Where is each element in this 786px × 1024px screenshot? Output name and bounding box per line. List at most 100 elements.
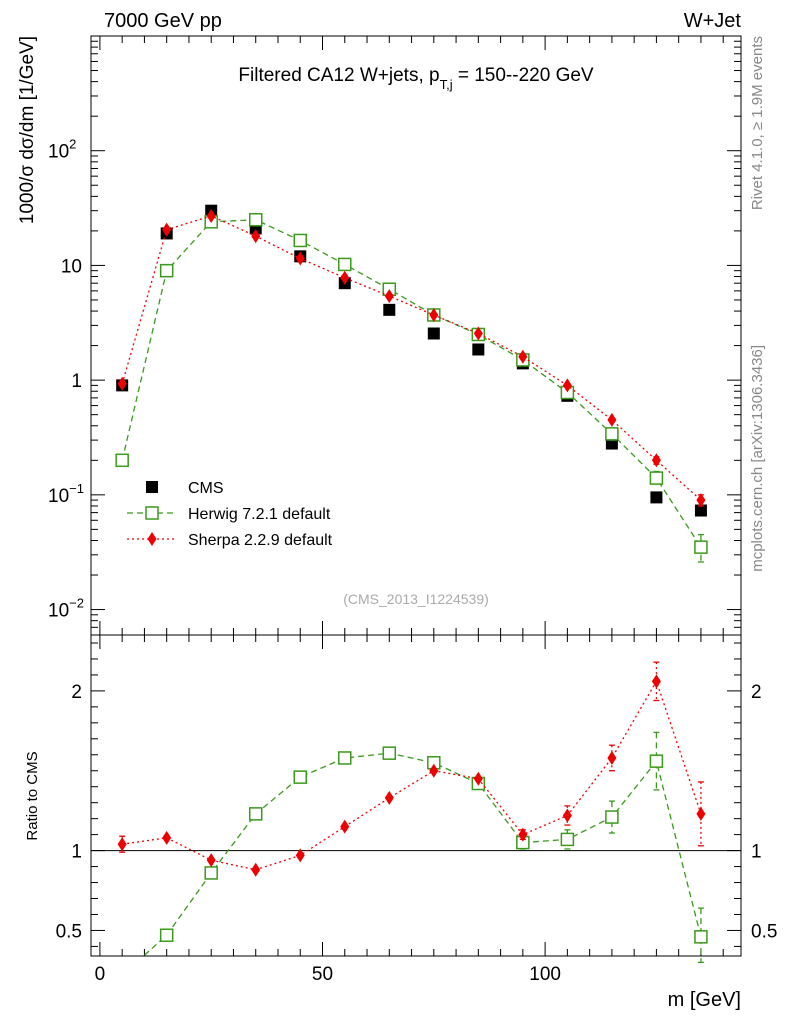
main-herwig-7-2-1-default-point (115, 453, 129, 468)
main-y-tick-label: 10 (61, 256, 82, 277)
ratio-herwig-7-2-1-default-point (560, 832, 575, 847)
ratio-sherpa-2-2-9-default-point (117, 837, 127, 852)
main-herwig-7-2-1-default-point (248, 213, 263, 227)
main-y-tick-label: 10−2 (48, 596, 84, 622)
ratio-y-axis-label: Ratio to CMS (24, 751, 41, 840)
main-cms-point (249, 222, 262, 235)
ratio-herwig-7-2-1-default-point (338, 751, 352, 765)
main-sherpa-2-2-9-default-point (607, 412, 617, 427)
main-cms-point (694, 504, 707, 517)
main-herwig-7-2-1-default-point (649, 471, 664, 485)
rivet-version-label: Rivet 4.1.0, ≥ 1.9M events (749, 36, 766, 210)
main-y-tick-label-exponent: −1 (69, 481, 84, 496)
legend-marker-sherpa-2-2-9-default (147, 532, 157, 546)
mcplots-label: mcplots.cern.ch [arXiv:1306.3436] (749, 345, 766, 572)
ratio-herwig-7-2-1-default-line (142, 752, 702, 956)
ratio-herwig-7-2-1-default-point (204, 866, 218, 880)
ratio-sherpa-2-2-9-default-point (206, 853, 216, 868)
ratio-y-tick-label-right: 1 (751, 842, 762, 863)
main-y-axis-label: 1000/σ dσ/dm [1/GeV] (17, 36, 38, 224)
ratio-y-tick-label: 2 (71, 682, 82, 703)
main-sherpa-2-2-9-default-point (206, 208, 216, 223)
ratio-sherpa-2-2-9-default-point (651, 674, 661, 689)
ratio-sherpa-2-2-9-default-point (429, 763, 439, 778)
ratio-herwig-7-2-1-default-point (159, 928, 174, 942)
ratio-sherpa-2-2-9-default-point (696, 806, 706, 821)
ratio-y-tick-label-right: 2 (751, 682, 762, 703)
main-cms-point (472, 343, 485, 356)
legend-label-cms: CMS (188, 480, 224, 497)
ratio-y-tick-label: 1 (71, 842, 82, 863)
ratio-herwig-7-2-1-default-point (605, 810, 619, 824)
main-series-cms (116, 204, 707, 517)
x-tick-label: 50 (312, 964, 333, 985)
main-sherpa-2-2-9-default-point (384, 289, 394, 304)
ratio-sherpa-2-2-9-default-point (518, 827, 528, 842)
main-cms-point (650, 491, 663, 504)
ratio-sherpa-2-2-9-default-line (122, 679, 702, 871)
ratio-sherpa-2-2-9-default-point (473, 771, 483, 786)
ratio-sherpa-2-2-9-default-point (562, 808, 572, 823)
main-y-tick-label: 10−1 (48, 481, 84, 507)
main-sherpa-2-2-9-default-point (340, 270, 350, 285)
main-sherpa-2-2-9-default-point (429, 307, 439, 322)
x-tick-label: 100 (529, 964, 561, 985)
ratio-sherpa-2-2-9-default-point (251, 862, 261, 877)
main-series-herwig-7-2-1-default (115, 213, 708, 563)
main-sherpa-2-2-9-default-point (518, 349, 528, 364)
main-herwig-7-2-1-default-point (159, 263, 174, 278)
ratio-sherpa-2-2-9-default-point (295, 848, 305, 863)
main-sherpa-2-2-9-default-point (117, 376, 127, 391)
source-watermark: (CMS_2013_I1224539) (343, 591, 489, 607)
main-herwig-7-2-1-default-line (121, 219, 702, 548)
ratio-herwig-7-2-1-default-point (293, 770, 307, 784)
ratio-herwig-7-2-1-default-point (649, 754, 664, 768)
main-panel: Filtered CA12 W+jets, pT,j = 150--220 Ge… (17, 35, 742, 636)
legend-marker-cms (146, 481, 158, 493)
legend-label-herwig-7-2-1-default: Herwig 7.2.1 default (188, 506, 331, 523)
ratio-y-tick-label: 0.5 (56, 921, 82, 942)
main-y-tick-label-exponent: 2 (69, 137, 76, 152)
main-sherpa-2-2-9-default-point (651, 453, 661, 468)
main-sherpa-2-2-9-default-point (162, 222, 172, 237)
main-herwig-7-2-1-default-point (338, 257, 352, 272)
legend-marker-herwig-7-2-1-default (145, 506, 159, 520)
main-sherpa-2-2-9-default-point (562, 378, 572, 393)
ratio-y-tick-label-right: 0.5 (751, 921, 777, 942)
ratio-herwig-7-2-1-default-point (382, 746, 397, 760)
header-left-label: 7000 GeV pp (104, 10, 222, 32)
main-herwig-7-2-1-default-point (605, 427, 619, 441)
header-right-label: W+Jet (684, 10, 742, 32)
main-sherpa-2-2-9-default-point (473, 326, 483, 341)
ratio-herwig-7-2-1-default-point (694, 930, 708, 944)
ratio-series-sherpa-2-2-9-default (117, 661, 706, 877)
legend: CMS Herwig 7.2.1 default Sherpa 2.2.9 defa… (127, 480, 333, 549)
ratio-herwig-7-2-1-default-point (248, 807, 263, 821)
main-y-tick-label-base: 10 (48, 142, 69, 163)
ratio-sherpa-2-2-9-default-point (340, 819, 350, 834)
ratio-sherpa-2-2-9-default-point (162, 830, 172, 845)
main-title: Filtered CA12 W+jets, pT,j = 150--220 Ge… (238, 65, 594, 92)
main-y-tick-label: 102 (48, 137, 76, 163)
main-sherpa-2-2-9-default-line (121, 215, 702, 501)
ratio-sherpa-2-2-9-default-point (607, 750, 617, 765)
main-cms-point (427, 327, 440, 340)
main-y-tick-label-base: 10 (48, 486, 69, 507)
ratio-panel-frame (90, 634, 742, 957)
main-sherpa-2-2-9-default-point (696, 493, 706, 508)
main-cms-point (383, 303, 396, 316)
main-y-tick-label: 1 (71, 371, 82, 392)
x-axis-label: m [GeV] (668, 989, 741, 1011)
legend-label-sherpa-2-2-9-default: Sherpa 2.2.9 default (188, 532, 333, 549)
main-herwig-7-2-1-default-point (293, 233, 307, 248)
main-y-tick-label-exponent: −2 (69, 596, 84, 611)
main-sherpa-2-2-9-default-point (295, 251, 305, 266)
ratio-panel: Ratio to CMS m [GeV] 0.5 0.5 1 1 2 2 0 50 100 (24, 634, 777, 1011)
x-tick-label: 0 (95, 964, 106, 985)
main-sherpa-2-2-9-default-point (251, 229, 261, 244)
ratio-sherpa-2-2-9-default-point (384, 790, 394, 805)
main-herwig-7-2-1-default-point (694, 540, 708, 554)
ratio-series-herwig-7-2-1-default (142, 731, 708, 964)
main-y-tick-label-base: 10 (48, 601, 69, 622)
